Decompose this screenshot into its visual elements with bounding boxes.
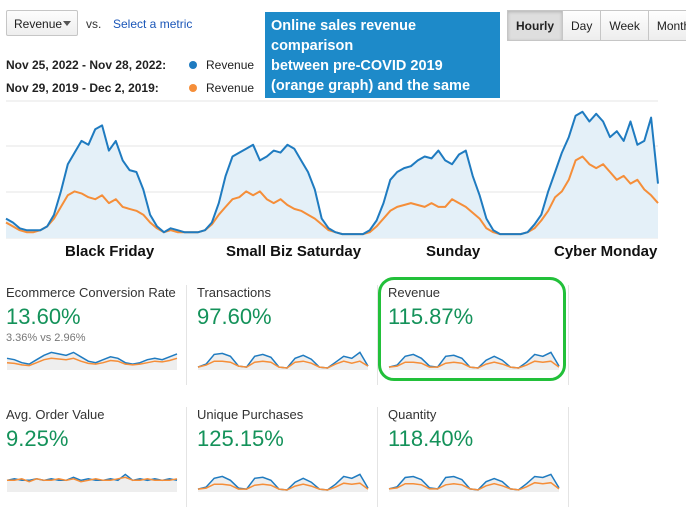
sparkline-current xyxy=(6,351,178,365)
legend-dot-icon xyxy=(189,61,197,69)
day-label-cyber-monday: Cyber Monday xyxy=(554,243,658,260)
legend-dot-icon xyxy=(189,84,197,92)
sparkline xyxy=(6,351,178,370)
revenue-highlight-outline xyxy=(378,277,566,381)
legend-series-name: Revenue xyxy=(206,81,255,95)
sparkline-previous xyxy=(6,357,178,367)
legend-current: Nov 25, 2022 - Nov 28, 2022: Revenue xyxy=(6,58,254,72)
day-button[interactable]: Day xyxy=(562,10,602,41)
card-title: Ecommerce Conversion Rate xyxy=(6,285,176,300)
week-button[interactable]: Week xyxy=(600,10,649,41)
current-series-area xyxy=(6,111,658,238)
sparkline-area xyxy=(7,352,177,370)
legend-range: Nov 25, 2022 - Nov 28, 2022: xyxy=(6,58,167,72)
card-title: Quantity xyxy=(388,407,437,422)
sparkline-area xyxy=(198,352,368,370)
card-title: Revenue xyxy=(388,285,441,300)
current-series-line xyxy=(5,110,659,236)
sparkline xyxy=(388,351,560,370)
day-label-sunday: Sunday xyxy=(426,243,481,260)
sparkline-previous xyxy=(197,360,369,369)
vs-label: vs. xyxy=(86,17,102,31)
metric-dropdown-value: Revenue xyxy=(14,17,63,31)
annotation-line: four days in 2022 (blue graph) xyxy=(271,98,478,114)
card-conversion-rate[interactable]: Ecommerce Conversion Rate 13.60% 3.36% v… xyxy=(6,285,187,385)
day-label-small-biz-saturday: Small Biz Saturday xyxy=(226,243,362,260)
card-transactions[interactable]: Transactions 97.60% xyxy=(197,285,378,385)
card-avg-order-value[interactable]: Avg. Order Value 9.25% xyxy=(6,407,187,507)
sparkline-area xyxy=(389,474,559,492)
sparkline xyxy=(197,473,369,492)
sparkline-previous xyxy=(7,476,178,483)
card-unique-purchases[interactable]: Unique Purchases 125.15% xyxy=(197,407,378,507)
sparkline-previous xyxy=(388,481,560,491)
card-subtext: 3.36% vs 2.96% xyxy=(6,332,86,344)
card-title: Transactions xyxy=(197,285,271,300)
card-value: 97.60% xyxy=(197,304,272,329)
card-title: Avg. Order Value xyxy=(6,407,105,422)
card-value: 118.40% xyxy=(388,426,474,451)
metric-dropdown[interactable]: Revenue xyxy=(6,10,78,36)
card-revenue[interactable]: Revenue 115.87% xyxy=(388,285,569,385)
chevron-down-icon xyxy=(63,21,71,26)
legend-range: Nov 29, 2019 - Dec 2, 2019: xyxy=(6,81,159,95)
card-value: 9.25% xyxy=(6,426,69,451)
sparkline-previous xyxy=(388,360,560,369)
select-metric-link[interactable]: Select a metric xyxy=(113,17,193,31)
card-value: 125.15% xyxy=(197,426,284,451)
sparkline xyxy=(388,473,560,492)
annotation-line: (orange graph) and the same xyxy=(271,78,471,94)
annotation-line: Online sales revenue comparison xyxy=(271,18,417,54)
card-title: Unique Purchases xyxy=(197,407,304,422)
sparkline xyxy=(197,351,369,370)
month-button[interactable]: Month xyxy=(647,10,686,41)
card-quantity[interactable]: Quantity 118.40% xyxy=(388,407,569,507)
annotation-box: Online sales revenue comparison between … xyxy=(265,12,500,114)
sparkline-area xyxy=(389,352,559,370)
card-value: 13.60% xyxy=(6,304,81,329)
sparkline xyxy=(6,473,178,492)
granularity-toggle: Hourly Day Week Month xyxy=(507,10,686,41)
sparkline-area xyxy=(7,474,177,492)
legend-previous: Nov 29, 2019 - Dec 2, 2019: Revenue xyxy=(6,81,254,95)
hourly-button[interactable]: Hourly xyxy=(507,10,564,41)
revenue-line-chart xyxy=(5,100,659,239)
legend-series-name: Revenue xyxy=(206,58,255,72)
card-value: 115.87% xyxy=(388,304,474,329)
day-label-black-friday: Black Friday xyxy=(65,243,155,260)
sparkline-previous xyxy=(197,482,369,491)
sparkline-area xyxy=(198,474,368,492)
annotation-line: between pre-COVID 2019 xyxy=(271,58,443,74)
